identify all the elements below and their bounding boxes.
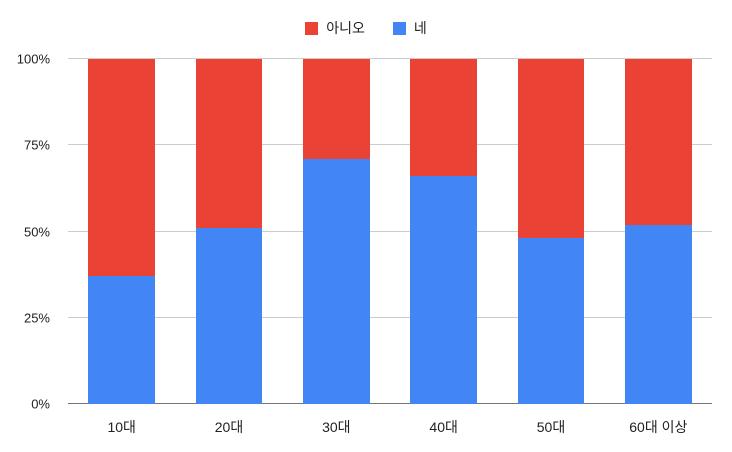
chart-legend: 아니오 네 bbox=[0, 14, 732, 42]
gridline bbox=[68, 58, 712, 59]
bar-group-5 bbox=[497, 59, 604, 404]
bar-segment[interactable] bbox=[88, 276, 155, 404]
legend-item[interactable]: 아니오 bbox=[305, 18, 365, 38]
y-tick-label: 100% bbox=[16, 51, 50, 67]
stacked-bar[interactable] bbox=[410, 59, 477, 404]
x-tick-label: 40대 bbox=[429, 419, 458, 435]
bar-segment[interactable] bbox=[195, 228, 263, 404]
stacked-bar[interactable] bbox=[88, 59, 155, 404]
x-axis: 10대 20대 30대 40대 50대 60대 이상 bbox=[68, 416, 712, 438]
gridline bbox=[68, 316, 712, 318]
stacked-bar[interactable] bbox=[303, 59, 370, 404]
bar-segment[interactable] bbox=[625, 224, 692, 404]
legend-swatch-icon bbox=[305, 21, 319, 35]
bar-group-1 bbox=[68, 59, 175, 404]
y-tick-label: 50% bbox=[23, 224, 50, 239]
x-tick-label: 60대 이상 bbox=[629, 419, 688, 435]
y-axis: 0% 25% 50% 75% 100% bbox=[0, 52, 60, 412]
axis-baseline bbox=[68, 403, 712, 404]
legend-item[interactable]: 네 bbox=[392, 18, 427, 38]
bar-group-6 bbox=[605, 59, 712, 404]
bar-group-2 bbox=[175, 59, 282, 404]
bar-group-3 bbox=[283, 59, 390, 404]
y-tick-label: 75% bbox=[23, 137, 50, 153]
stacked-bar[interactable] bbox=[625, 59, 692, 404]
legend-label: 아니오 bbox=[326, 20, 365, 36]
bar-segment[interactable] bbox=[625, 59, 692, 225]
legend-swatch-icon bbox=[392, 21, 406, 35]
plot-area bbox=[68, 58, 712, 404]
y-tick-label: 0% bbox=[31, 396, 50, 412]
stacked-bar[interactable] bbox=[195, 59, 263, 404]
bar-group-4 bbox=[390, 59, 497, 404]
bar-segment[interactable] bbox=[517, 59, 585, 239]
legend-label: 네 bbox=[413, 20, 427, 36]
gridline bbox=[68, 144, 712, 146]
bar-segment[interactable] bbox=[410, 176, 477, 404]
y-tick-label: 25% bbox=[23, 310, 50, 326]
bar-segment[interactable] bbox=[410, 59, 477, 177]
stacked-bar[interactable] bbox=[517, 59, 585, 404]
bar-segment[interactable] bbox=[517, 238, 585, 404]
gridline bbox=[68, 230, 712, 232]
bar-segment[interactable] bbox=[303, 159, 370, 404]
bar-segment[interactable] bbox=[88, 59, 155, 277]
x-tick-label: 50대 bbox=[536, 419, 566, 435]
bars-row bbox=[68, 59, 712, 404]
bar-segment[interactable] bbox=[303, 59, 370, 160]
x-tick-label: 20대 bbox=[214, 419, 244, 435]
bar-segment[interactable] bbox=[195, 59, 263, 229]
x-tick-label: 30대 bbox=[322, 419, 351, 435]
x-tick-label: 10대 bbox=[107, 419, 136, 435]
